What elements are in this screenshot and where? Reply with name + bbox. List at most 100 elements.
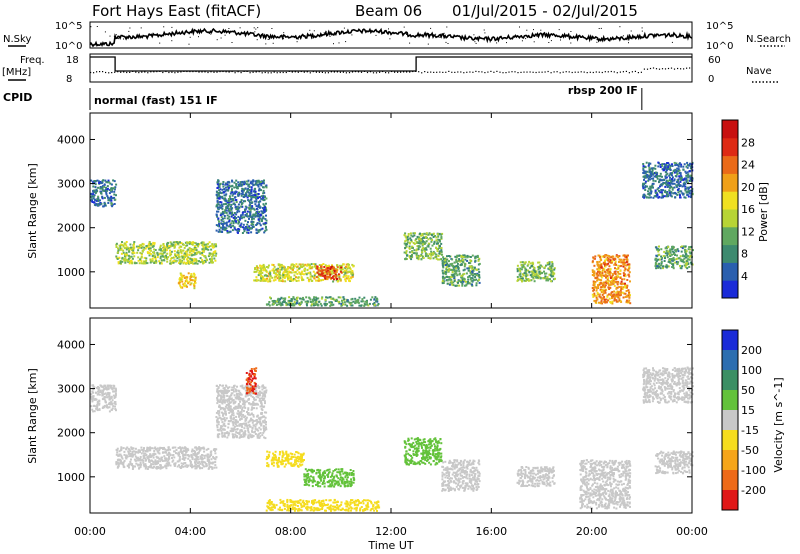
echo-cell — [235, 217, 238, 219]
power-colorbar-segment — [722, 120, 738, 139]
nave-dot — [415, 70, 417, 72]
echo-cell — [662, 255, 665, 257]
echo-cell — [599, 264, 601, 267]
echo-cell — [161, 255, 164, 257]
echo-cell — [613, 297, 616, 300]
echo-cell — [592, 280, 595, 283]
echo-cell — [537, 261, 540, 264]
nave-dot — [297, 71, 299, 73]
echo-cell — [531, 261, 534, 264]
echo-cell — [651, 169, 654, 171]
echo-cell — [189, 279, 192, 282]
echo-cell — [148, 254, 151, 257]
echo-cell — [329, 301, 332, 304]
nsearch-dot — [528, 35, 530, 37]
echo-cell — [674, 261, 677, 264]
echo-cell — [350, 298, 353, 301]
echo-cell — [610, 261, 613, 264]
echo-cell — [288, 296, 291, 299]
echo-cell — [324, 298, 327, 301]
nave-dot — [105, 71, 107, 74]
nave-dot — [282, 71, 284, 74]
echo-cell — [682, 259, 685, 262]
echo-cell — [627, 267, 630, 270]
echo-cell — [688, 256, 691, 259]
echo-cell — [208, 252, 211, 255]
echo-cell — [545, 264, 547, 267]
echo-cell — [250, 195, 252, 198]
echo-cell — [650, 192, 653, 195]
echo-cell — [677, 164, 680, 167]
echo-cell — [663, 250, 666, 253]
echo-cell — [357, 301, 360, 304]
echo-cell — [313, 277, 316, 280]
echo-cell — [143, 246, 146, 249]
echo-cell — [229, 230, 232, 233]
echo-cell — [662, 178, 665, 181]
echo-cell — [677, 261, 680, 264]
echo-cell — [685, 179, 688, 182]
echo-cell — [688, 246, 691, 249]
echo-cell — [436, 238, 439, 241]
echo-cell — [453, 265, 456, 268]
echo-cell — [240, 199, 243, 202]
echo-cell — [226, 230, 229, 232]
echo-cell — [426, 253, 429, 256]
echo-cell — [113, 187, 116, 190]
echo-cell — [216, 203, 219, 206]
echo-cell — [112, 387, 115, 390]
echo-cell — [552, 275, 555, 278]
echo-cell — [197, 462, 199, 465]
echo-cell — [686, 166, 689, 169]
echo-cell — [139, 258, 142, 261]
echo-cell — [218, 222, 220, 225]
echo-cell — [335, 298, 338, 301]
echo-cell — [461, 276, 464, 279]
echo-cell — [624, 267, 627, 270]
nsearch-dot — [554, 35, 556, 37]
echo-cell — [420, 239, 423, 242]
echo-cell — [457, 281, 459, 284]
nave-dot — [198, 71, 200, 73]
nave-dot — [342, 71, 344, 73]
echo-cell — [212, 455, 215, 458]
echo-cell — [285, 304, 288, 307]
echo-cell — [611, 280, 614, 283]
echo-cell — [182, 249, 185, 252]
echo-cell — [102, 390, 105, 393]
echo-cell — [169, 241, 172, 244]
echo-cell — [453, 280, 456, 282]
nave-dot — [484, 72, 486, 74]
echo-cell — [673, 258, 676, 261]
echo-cell — [176, 257, 179, 259]
echo-cell — [606, 254, 609, 257]
echo-cell — [676, 173, 679, 176]
nsearch-dot — [641, 27, 643, 29]
echo-cell — [219, 230, 222, 233]
nave-dot — [267, 72, 269, 74]
nave-dot — [126, 71, 128, 74]
echo-cell — [599, 256, 601, 258]
echo-cell — [103, 404, 106, 407]
echo-cell — [659, 191, 662, 194]
echo-cell — [603, 300, 606, 303]
echo-cell — [471, 268, 474, 271]
echo-cell — [237, 219, 240, 222]
echo-cell — [609, 294, 612, 297]
echo-cell — [116, 258, 119, 260]
echo-cell — [620, 287, 623, 290]
echo-cell — [688, 170, 691, 173]
echo-cell — [642, 187, 645, 190]
echo-cell — [464, 284, 467, 287]
echo-cell — [134, 262, 136, 265]
echo-cell — [671, 176, 674, 179]
echo-cell — [324, 304, 327, 307]
echo-cell — [127, 450, 130, 453]
echo-cell — [112, 179, 115, 182]
echo-cell — [443, 260, 446, 263]
echo-cell — [659, 258, 661, 261]
echo-cell — [615, 287, 618, 290]
echo-cell — [340, 266, 343, 269]
echo-cell — [276, 298, 279, 301]
power-colorbar-segment — [722, 226, 738, 246]
